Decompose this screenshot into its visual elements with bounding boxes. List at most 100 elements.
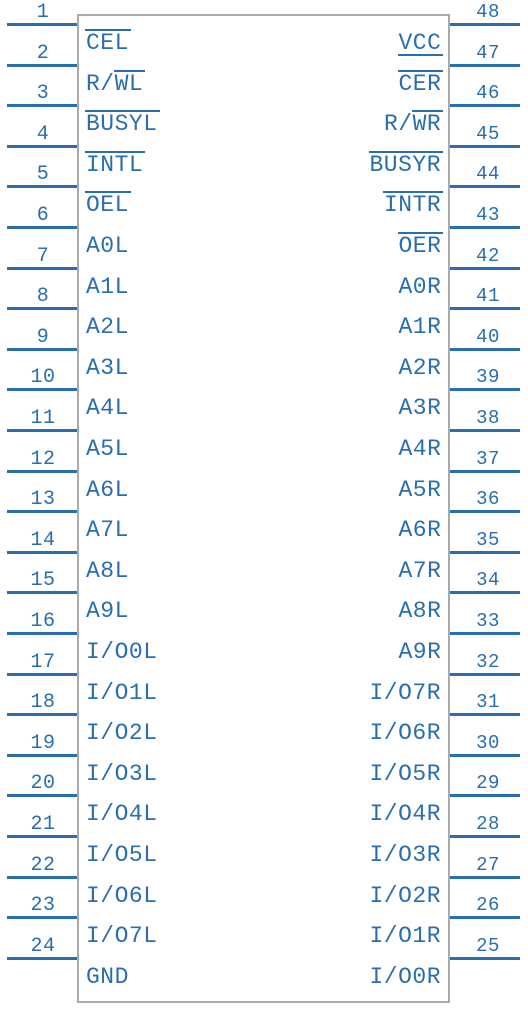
- pin-lead: [450, 64, 520, 67]
- signal-label: OEL: [86, 192, 129, 218]
- pin-number: 42: [458, 245, 518, 267]
- pin-lead: [450, 916, 520, 919]
- pin-lead: [450, 510, 520, 513]
- signal-label: A8L: [86, 558, 129, 584]
- pin-lead: [450, 23, 520, 26]
- signal-label: VCC: [399, 30, 442, 56]
- signal-label: I/O6L: [86, 883, 158, 909]
- pin-number: 28: [458, 813, 518, 835]
- pin-number: 31: [458, 691, 518, 713]
- signal-label: A0R: [399, 274, 442, 300]
- pin-lead: [450, 145, 520, 148]
- pin-lead: [450, 957, 520, 960]
- pin-number: 26: [458, 894, 518, 916]
- pin-number: 47: [458, 42, 518, 64]
- signal-label: A2L: [86, 314, 129, 340]
- pin-number: 27: [458, 854, 518, 876]
- signal-label: I/O1R: [370, 923, 442, 949]
- pin-number: 32: [458, 651, 518, 673]
- pin-number: 44: [458, 163, 518, 185]
- signal-label: I/O3R: [370, 842, 442, 868]
- pin-lead: [450, 226, 520, 229]
- pin-lead: [450, 348, 520, 351]
- signal-label: I/O5L: [86, 842, 158, 868]
- pin-lead: [450, 632, 520, 635]
- pin-lead: [450, 876, 520, 879]
- signal-overline: [85, 110, 160, 112]
- signal-label: R/WR: [384, 111, 441, 137]
- signal-label: I/O7L: [86, 923, 158, 949]
- pin-lead: [450, 673, 520, 676]
- pin-number: 18: [18, 691, 68, 714]
- signal-label: A3R: [399, 395, 442, 421]
- pin-number: 16: [18, 610, 68, 633]
- pin-lead: [450, 794, 520, 797]
- signal-label: I/O3L: [86, 761, 158, 787]
- signal-label: A2R: [399, 355, 442, 381]
- signal-label: I/O5R: [370, 761, 442, 787]
- signal-label: A7L: [86, 517, 129, 543]
- pin-lead: [450, 307, 520, 310]
- signal-label: A0L: [86, 233, 129, 259]
- signal-label: INTL: [86, 152, 143, 178]
- signal-overline: [412, 110, 443, 112]
- signal-label: I/O0L: [86, 639, 158, 665]
- signal-label: I/O4L: [86, 801, 158, 827]
- pin-lead: [450, 104, 520, 107]
- signal-overline: [398, 232, 444, 234]
- signal-overline: [114, 70, 145, 72]
- signal-overline: [85, 29, 131, 31]
- signal-label: GND: [86, 964, 129, 990]
- signal-overline: [398, 70, 444, 72]
- pin-number: 13: [18, 488, 68, 511]
- pin-number: 15: [18, 569, 68, 592]
- signal-label: I/O4R: [370, 801, 442, 827]
- pin-number: 10: [18, 366, 68, 389]
- signal-label: A1R: [399, 314, 442, 340]
- pin-number: 43: [458, 204, 518, 226]
- signal-overline: [369, 151, 444, 153]
- signal-label: A5L: [86, 436, 129, 462]
- pin-number: 14: [18, 529, 68, 552]
- pin-lead: [450, 470, 520, 473]
- signal-label: CER: [399, 71, 442, 97]
- signal-label: A4R: [399, 436, 442, 462]
- signal-label: R/WL: [86, 71, 143, 97]
- pin-lead: [450, 591, 520, 594]
- signal-label: BUSYL: [86, 111, 158, 137]
- pin-lead: [450, 835, 520, 838]
- pin-number: 19: [18, 732, 68, 755]
- pin-number: 7: [18, 245, 68, 268]
- signal-label: INTR: [384, 192, 441, 218]
- signal-label: I/O6R: [370, 720, 442, 746]
- pin-lead: [450, 713, 520, 716]
- pin-number: 11: [18, 407, 68, 430]
- pin-number: 21: [18, 813, 68, 836]
- pin-lead: [450, 429, 520, 432]
- pin-number: 40: [458, 326, 518, 348]
- pin-number: 22: [18, 854, 68, 877]
- signal-overline: [85, 151, 145, 153]
- pin-number: 29: [458, 772, 518, 794]
- ic-pinout-diagram: 1CEL2R/WL3BUSYL4INTL5OEL6A0L7A1L8A2L9A3L…: [0, 0, 528, 1012]
- pin-number: 5: [18, 163, 68, 186]
- signal-label: A8R: [399, 598, 442, 624]
- pin-number: 17: [18, 651, 68, 674]
- pin-number: 39: [458, 366, 518, 388]
- pin-lead: [450, 551, 520, 554]
- signal-label: A6L: [86, 477, 129, 503]
- pin-lead: [450, 185, 520, 188]
- signal-label: A6R: [399, 517, 442, 543]
- pin-number: 3: [18, 82, 68, 105]
- pin-number: 9: [18, 326, 68, 349]
- signal-label: I/O2L: [86, 720, 158, 746]
- signal-overline: [85, 191, 131, 193]
- signal-label: A9R: [399, 639, 442, 665]
- signal-label: I/O0R: [370, 964, 442, 990]
- signal-label: A4L: [86, 395, 129, 421]
- pin-number: 48: [458, 1, 518, 23]
- pin-number: 1: [18, 1, 68, 24]
- pin-number: 12: [18, 448, 68, 471]
- pin-number: 23: [18, 894, 68, 917]
- pin-number: 25: [458, 935, 518, 957]
